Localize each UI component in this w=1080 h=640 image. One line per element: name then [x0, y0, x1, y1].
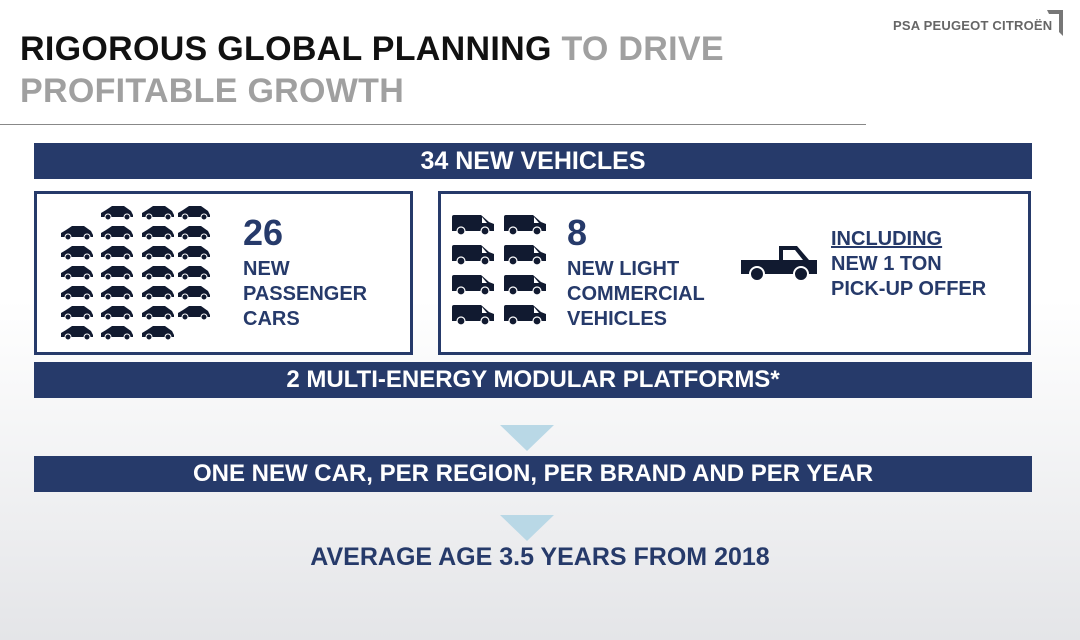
title-gray-1: TO DRIVE	[551, 30, 724, 68]
commercial-label: NEW LIGHT COMMERCIAL VEHICLES	[567, 257, 705, 332]
car-icon	[100, 204, 134, 225]
car-icon	[177, 264, 211, 285]
label-line: NEW LIGHT	[567, 258, 680, 280]
label-line: CARS	[243, 308, 300, 330]
label-line: PICK-UP OFFER	[831, 278, 987, 300]
car-icon	[141, 304, 175, 325]
passenger-count: 26	[243, 212, 284, 253]
label-line: COMMERCIAL	[567, 283, 705, 305]
car-icon	[141, 244, 175, 265]
car-icon	[100, 224, 134, 245]
pickup-note: INCLUDING NEW 1 TON PICK-UP OFFER	[831, 227, 986, 302]
car-icon	[60, 324, 94, 345]
car-icon	[60, 264, 94, 285]
region-banner: ONE NEW CAR, PER REGION, PER BRAND AND P…	[34, 456, 1032, 492]
label-line: VEHICLES	[567, 308, 668, 330]
label-line: NEW	[243, 258, 290, 280]
label-line: PASSENGER	[243, 283, 368, 305]
brand-logo-icon	[1047, 10, 1063, 36]
arrow-down-icon	[500, 515, 554, 541]
van-icon	[451, 214, 495, 241]
car-icon	[141, 324, 175, 345]
new-vehicles-banner: 34 NEW VEHICLES	[34, 143, 1032, 179]
passenger-cars-panel: 26 NEW PASSENGER CARS	[34, 191, 413, 355]
average-age-text: AVERAGE AGE 3.5 YEARS FROM 2018	[310, 543, 770, 571]
title-dark: RIGOROUS GLOBAL PLANNING	[20, 30, 552, 68]
van-icon	[503, 214, 547, 241]
car-icon	[100, 244, 134, 265]
van-icon	[451, 244, 495, 271]
car-icon	[177, 204, 211, 225]
arrow-down-icon	[500, 425, 554, 451]
car-icon	[141, 264, 175, 285]
car-icon	[100, 264, 134, 285]
slide-title: RIGOROUS GLOBAL PLANNING TO DRIVE PROFIT…	[20, 28, 724, 112]
title-divider	[0, 124, 866, 125]
car-icon	[141, 204, 175, 225]
car-icon	[177, 244, 211, 265]
car-icon	[60, 284, 94, 305]
van-icon	[451, 304, 495, 331]
car-icon	[177, 284, 211, 305]
car-icon	[141, 284, 175, 305]
car-icon	[177, 224, 211, 245]
car-icon	[100, 284, 134, 305]
label-line: NEW 1 TON	[831, 253, 942, 275]
brand-logo-text: PSA PEUGEOT CITROËN	[893, 18, 1053, 33]
van-icon	[503, 274, 547, 301]
car-icon	[60, 244, 94, 265]
van-icon	[451, 274, 495, 301]
van-icon	[503, 244, 547, 271]
title-gray-2: PROFITABLE GROWTH	[20, 72, 405, 110]
commercial-vehicles-panel: 8 NEW LIGHT COMMERCIAL VEHICLES INCLUDIN…	[438, 191, 1031, 355]
van-icon	[503, 304, 547, 331]
passenger-label: NEW PASSENGER CARS	[243, 257, 367, 332]
car-icon	[100, 324, 134, 345]
car-icon	[100, 304, 134, 325]
car-icon	[60, 224, 94, 245]
platforms-banner: 2 MULTI-ENERGY MODULAR PLATFORMS*	[34, 362, 1032, 398]
pickup-truck-icon	[741, 246, 817, 282]
car-icon	[141, 224, 175, 245]
note-including: INCLUDING	[831, 228, 943, 250]
commercial-count: 8	[567, 212, 588, 253]
car-icon	[60, 304, 94, 325]
car-icon	[177, 304, 211, 325]
